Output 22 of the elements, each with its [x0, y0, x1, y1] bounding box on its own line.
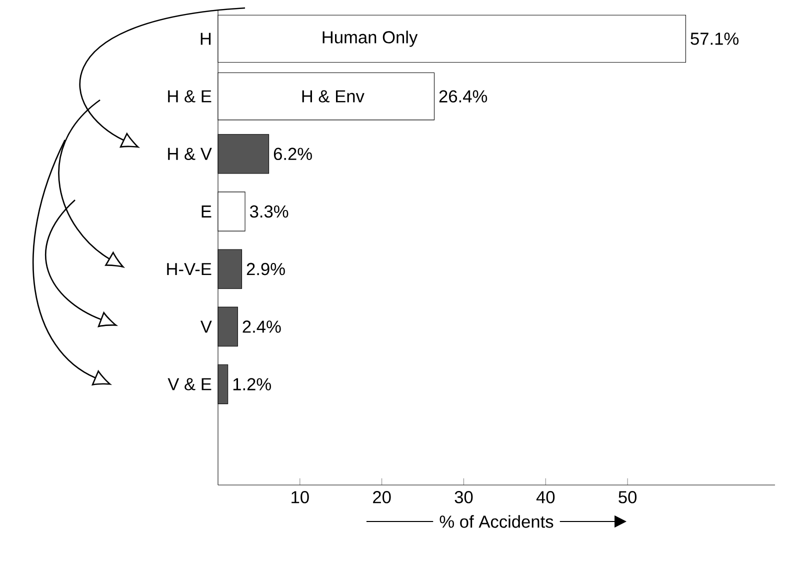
y-tick-label: E [202, 206, 212, 218]
y-tick-label: H [200, 32, 211, 45]
annotation: Human Only [322, 30, 418, 47]
x-tick-label: 30 [454, 491, 473, 504]
data-label: 1.2% [233, 378, 271, 390]
y-tick-label: H & V [168, 148, 212, 160]
x-axis-title: % of Accidents [440, 515, 554, 528]
data-label: 57.1% [690, 32, 739, 45]
data-label: 2.4% [242, 320, 281, 333]
x-tick-label: 10 [292, 491, 309, 504]
data-label: 2.9% [246, 262, 285, 276]
x-tick-label: 50 [618, 491, 637, 504]
data-label: 6.2% [274, 148, 312, 160]
x-tick-label: 20 [373, 491, 391, 504]
x-tick-label: 40 [536, 491, 555, 504]
y-tick-label: V & E [168, 378, 212, 390]
data-label: 26.4% [439, 90, 488, 102]
y-tick-label: H-V-E [167, 263, 212, 276]
y-tick-label: V [200, 320, 212, 333]
y-tick-label: H & E [168, 90, 212, 102]
annotation: H & Env [302, 90, 364, 102]
data-label: 3.3% [250, 205, 288, 218]
